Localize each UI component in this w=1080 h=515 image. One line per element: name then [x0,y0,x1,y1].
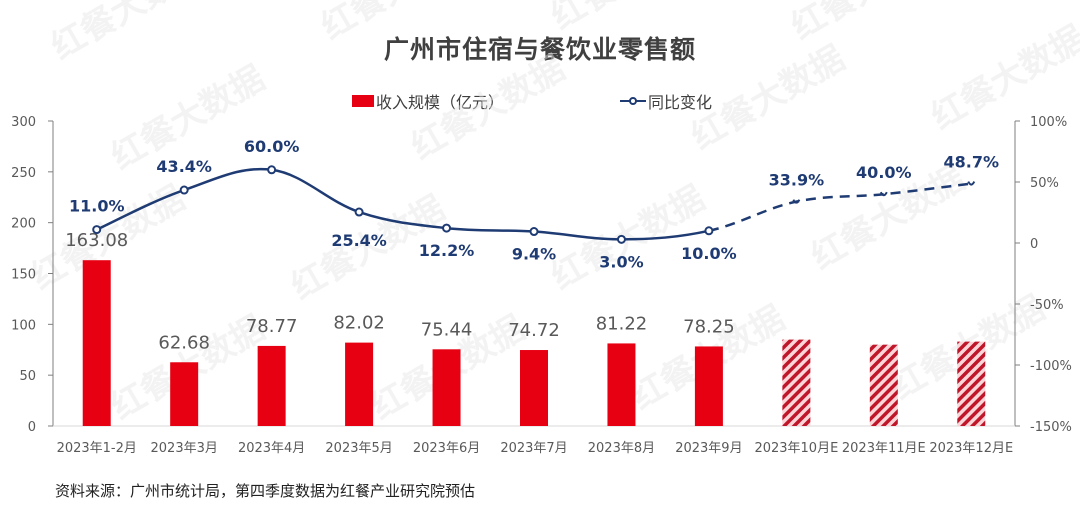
yoy-value-label: 12.2% [419,241,475,260]
right-axis-tick-label: -150% [1030,420,1072,435]
category-label: 2023年10月E [754,441,838,456]
revenue-bar [520,350,548,426]
category-label: 2023年5月 [325,441,392,456]
estimated-bar [782,339,811,426]
bar-value-label: 82.02 [333,313,385,334]
line-series: 11.0% 43.4% 60.0% 25.4% 12.2% 9.4% 3.0% 10.0% 33… [69,137,999,272]
category-label: 2023年1-2月 [57,441,137,456]
chart-title: 广州市住宿与餐饮业零售额 [383,35,696,64]
bar-swatch-icon [352,95,374,107]
line-marker-icon [529,227,539,237]
yoy-value-label: 9.4% [512,245,556,264]
left-axis-tick-label: 0 [28,420,36,435]
line-marker-icon [620,97,646,105]
line-marker-icon [442,223,452,233]
line-marker-icon [879,191,888,197]
estimated-bar [869,344,898,426]
bar-value-label: 78.25 [683,316,735,337]
revenue-bar [607,343,636,426]
watermark-text: 红餐大数据 [685,38,852,158]
left-axis-tick-label: 250 [11,166,36,181]
right-y-axis: -150% -100% -50% 0 50% 100% [1014,115,1072,435]
left-axis-tick-label: 150 [11,268,36,283]
x-axis: 2023年1-2月 2023年3月 2023年4月 2023年5月 2023年6月 202… [53,425,1015,456]
category-label: 2023年4月 [238,441,305,456]
revenue-bar [82,260,111,426]
legend: 收入规模（亿元） 同比变化 [0,89,1080,113]
left-y-axis: 0 50 100 150 200 250 300 [11,115,54,435]
watermark-text: 红餐大数据 [545,178,712,298]
line-marker-icon [92,225,102,235]
right-axis-tick-label: -50% [1030,298,1064,313]
category-label: 2023年7月 [500,441,567,456]
category-label: 2023年11月E [842,441,926,456]
revenue-bar [345,342,374,426]
yoy-value-label: 10.0% [681,244,737,263]
right-axis-tick-label: 0 [1030,237,1038,252]
category-label: 2023年9月 [675,441,742,456]
legend-item-yoy: 同比变化 [620,89,712,113]
legend-revenue-label: 收入规模（亿元） [376,93,505,112]
category-label: 2023年3月 [151,441,218,456]
yoy-value-label: 40.0% [856,163,912,182]
right-axis-tick-label: -100% [1030,359,1072,374]
yoy-value-label: 43.4% [156,157,212,176]
yoy-value-label: 33.9% [769,171,825,190]
legend-yoy-label: 同比变化 [648,93,713,112]
source-note: 资料来源：广州市统计局，第四季度数据为红餐产业研究院预估 [55,482,476,500]
bar-value-label: 81.22 [596,313,648,334]
yoy-value-label: 25.4% [331,231,387,250]
revenue-bar [257,345,286,426]
revenue-bar [170,362,199,426]
bar-value-label: 62.68 [158,332,210,353]
legend-item-revenue: 收入规模（亿元） [352,89,504,113]
yoy-line-actual [96,167,710,241]
yoy-value-label: 48.7% [944,153,1000,172]
left-axis-tick-label: 200 [11,217,36,232]
category-label: 2023年8月 [588,441,655,456]
yoy-value-label: 60.0% [244,137,300,156]
yoy-line-estimate [708,182,972,233]
watermark-text: 红餐大数据 [315,0,482,48]
revenue-bar [432,349,461,426]
right-axis-tick-label: 50% [1030,176,1059,191]
line-marker-icon [616,234,626,244]
watermark-text: 红餐大数据 [545,0,712,38]
right-axis-tick-label: 100% [1030,115,1067,130]
left-axis-tick-label: 50 [19,369,36,384]
bar-value-label: 74.72 [508,320,560,341]
yoy-value-label: 3.0% [599,252,643,271]
left-axis-tick-label: 300 [11,115,36,130]
left-axis-tick-label: 100 [11,318,36,333]
revenue-bar [694,346,723,426]
line-marker-icon [704,226,714,236]
category-label: 2023年12月E [929,441,1013,456]
watermark-text: 红餐大数据 [45,0,212,68]
watermark-text: 红餐大数据 [785,0,952,48]
category-label: 2023年6月 [413,441,480,456]
bar-value-label: 78.77 [246,316,298,337]
bar-value-label: 163.08 [65,230,128,251]
yoy-value-label: 11.0% [69,197,125,216]
bar-series: 163.08 62.68 78.77 82.02 75.44 74.72 81.22 78.2… [65,230,986,426]
bar-value-label: 75.44 [421,319,473,340]
watermark-text: 红餐大数据 [405,48,572,168]
line-marker-icon [967,181,976,186]
line-marker-icon [354,207,364,217]
line-marker-icon [267,165,277,175]
line-marker-icon [179,185,189,195]
line-marker-icon [792,199,801,204]
estimated-bar [957,341,986,426]
